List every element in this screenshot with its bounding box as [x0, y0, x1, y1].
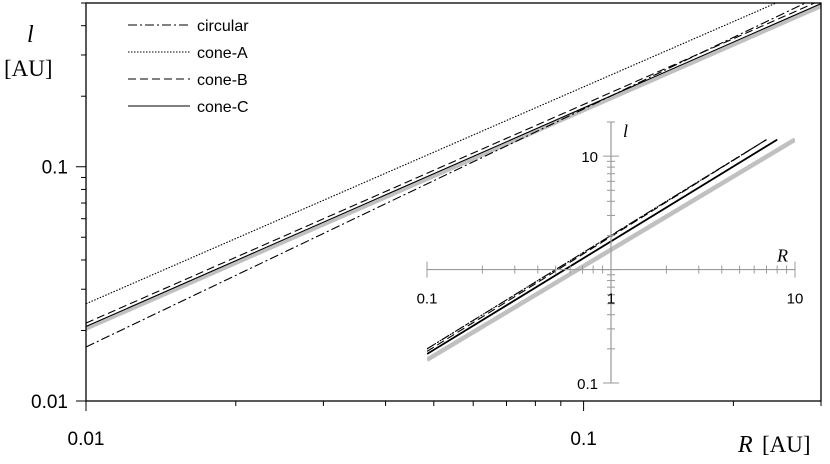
legend-label-cone-A: cone-A	[197, 45, 248, 62]
main-plot	[86, 3, 821, 348]
series-line-reference	[86, 3, 821, 331]
x-tick-label: 0.01	[68, 429, 105, 450]
series-line-cone-C	[86, 3, 821, 328]
series-line-cone-B	[86, 3, 816, 324]
inset-y-tick-label: 10	[581, 149, 598, 166]
inset-x-tick-label: 0.1	[417, 291, 438, 308]
legend-label-cone-B: cone-B	[197, 72, 248, 89]
y-axis-unit: [AU]	[4, 56, 53, 81]
y-tick-label: 0.1	[42, 158, 68, 179]
inset-y-axis-title: l	[623, 121, 628, 141]
inset-series-line	[427, 138, 778, 355]
x-axis-title: R	[737, 432, 753, 458]
inset-series-line	[427, 139, 767, 350]
inset-series-line	[427, 139, 767, 352]
legend-label-cone-C: cone-C	[197, 99, 249, 116]
inset-plot: 0.1 1 10 0.1 10 l R	[417, 121, 804, 393]
legend: circular cone-A cone-B cone-C	[128, 18, 249, 116]
plot-frame	[85, 2, 822, 402]
inset-y-tick-label: 0.1	[577, 376, 598, 393]
legend-label-circular: circular	[197, 18, 249, 35]
x-tick-label: 0.1	[570, 429, 596, 450]
inset-x-tick-label: 1	[607, 291, 615, 308]
y-tick-label: 0.01	[31, 392, 68, 413]
y-axis-title: l	[27, 22, 34, 48]
main-axis-ticks: 0.01 0.1 0.01 0.1	[31, 2, 822, 450]
inset-x-axis-title: R	[776, 246, 788, 266]
x-axis-unit: [AU]	[762, 432, 811, 457]
inset-x-tick-label: 10	[787, 291, 804, 308]
